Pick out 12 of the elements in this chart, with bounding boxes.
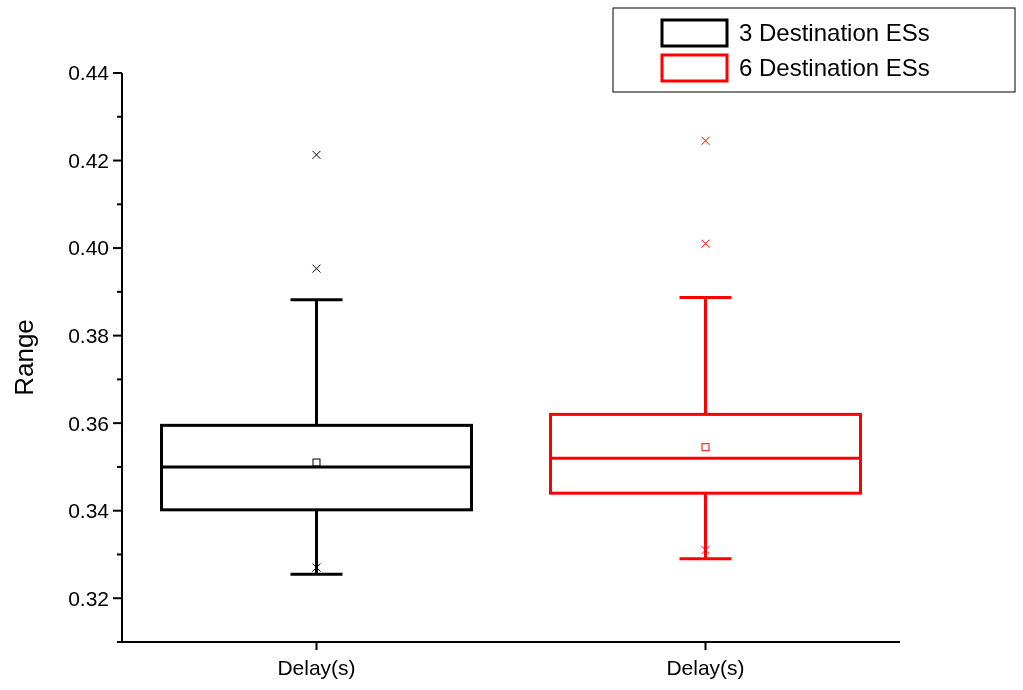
legend-label: 6 Destination ESs bbox=[739, 54, 930, 82]
y-tick-label: 0.32 bbox=[68, 586, 109, 610]
x-tick-label: Delay(s) bbox=[666, 656, 745, 679]
y-tick-label: 0.38 bbox=[68, 323, 109, 347]
y-tick-label: 0.42 bbox=[68, 148, 109, 172]
y-tick-label: 0.40 bbox=[68, 236, 109, 260]
y-tick-label: 0.36 bbox=[68, 411, 109, 435]
legend-label: 3 Destination ESs bbox=[739, 19, 930, 47]
y-tick-label: 0.44 bbox=[68, 61, 110, 85]
x-tick-label: Delay(s) bbox=[277, 656, 356, 679]
y-axis-title: Range bbox=[9, 319, 39, 396]
y-tick-label: 0.34 bbox=[68, 499, 110, 523]
